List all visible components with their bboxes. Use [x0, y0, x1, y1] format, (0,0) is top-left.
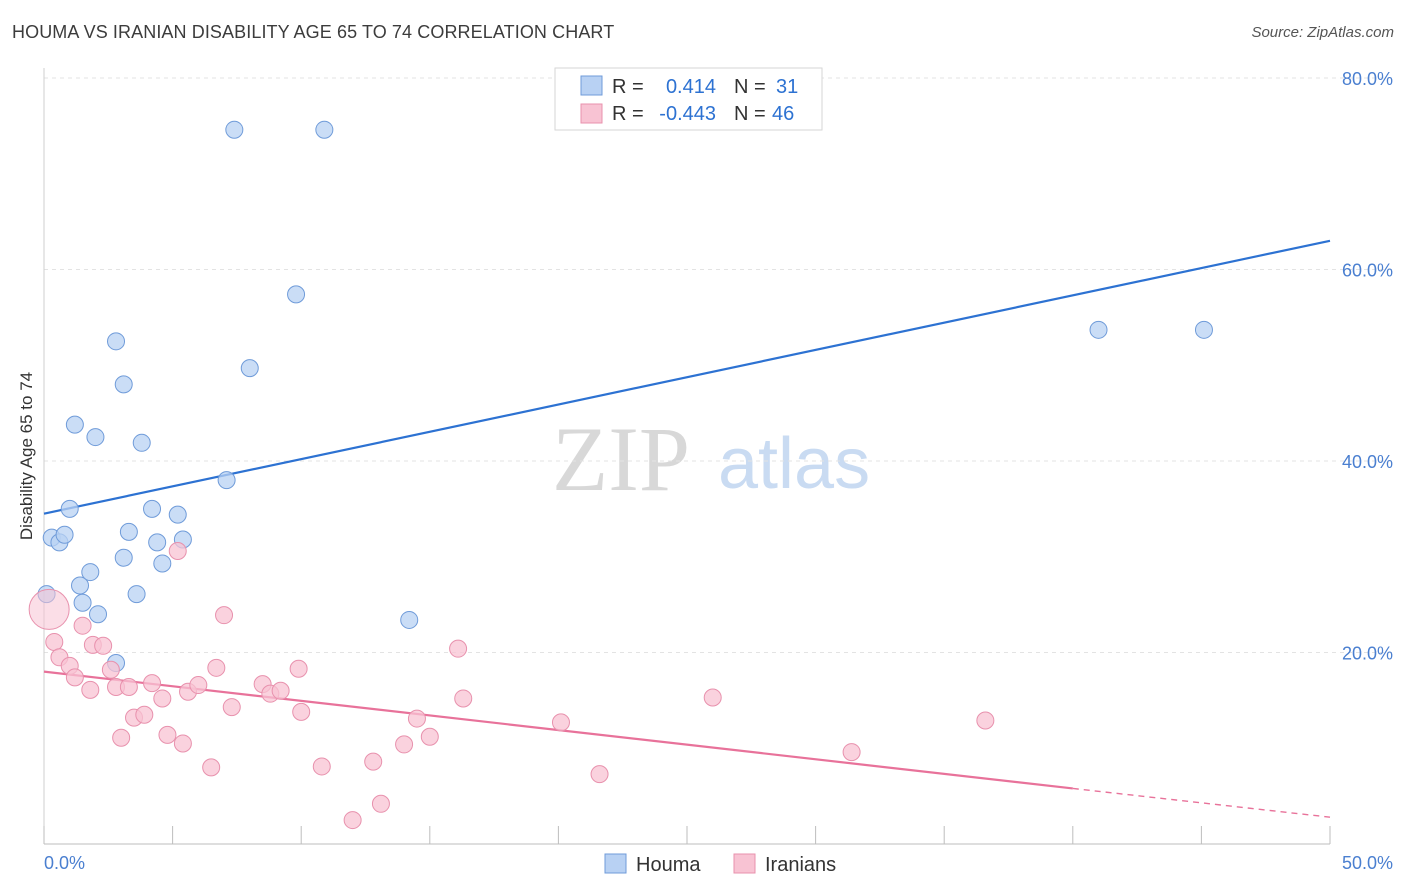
legend-houma-r-label: R = — [612, 76, 644, 98]
point-iranians — [202, 758, 221, 777]
point-houma — [73, 593, 92, 612]
point-iranians — [364, 752, 383, 771]
point-houma — [81, 563, 100, 582]
y-axis-title: Disability Age 65 to 74 — [17, 372, 36, 540]
point-houma — [148, 533, 167, 552]
point-iranians — [81, 680, 100, 699]
point-iranians — [135, 705, 154, 724]
legend-iranians-r-value: -0.443 — [659, 103, 716, 125]
point-houma — [168, 505, 187, 524]
point-iranians — [45, 632, 64, 651]
point-houma — [114, 375, 133, 394]
point-iranians — [551, 713, 570, 732]
point-houma — [119, 522, 138, 541]
point-houma — [225, 120, 244, 139]
point-iranians — [65, 668, 84, 687]
point-iranians — [312, 757, 331, 776]
point-houma — [107, 332, 126, 351]
y-tick-label: 20.0% — [1342, 644, 1393, 664]
watermark: ZIP atlas — [552, 408, 870, 510]
watermark-atlas: atlas — [718, 424, 870, 504]
y-tick-label: 60.0% — [1342, 261, 1393, 281]
point-iranians — [143, 674, 162, 693]
point-iranians — [215, 606, 234, 625]
series-legend: Houma Iranians — [604, 853, 836, 876]
point-iranians — [101, 660, 120, 679]
point-iranians — [395, 735, 414, 754]
point-iranians — [73, 616, 92, 635]
point-houma — [400, 610, 419, 629]
trend-lines — [43, 239, 1331, 818]
point-iranians — [343, 811, 362, 830]
point-houma — [55, 525, 74, 544]
trend-line-houma — [43, 239, 1331, 515]
bottom-legend-swatch-iranians — [733, 853, 756, 874]
correlation-legend: R = 0.414 N = 31 R = -0.443 N = 46 — [554, 67, 823, 131]
point-houma — [60, 499, 79, 518]
point-houma — [89, 605, 108, 624]
bottom-legend-swatch-houma — [604, 853, 627, 874]
chart-title: HOUMA VS IRANIAN DISABILITY AGE 65 TO 74… — [12, 22, 615, 42]
point-iranians — [407, 709, 426, 728]
point-iranians — [168, 542, 187, 561]
point-iranians — [271, 681, 290, 700]
point-iranians — [173, 734, 192, 753]
legend-iranians-n-value: 46 — [772, 103, 794, 125]
legend-swatch-houma — [580, 75, 603, 96]
y-tick-label: 80.0% — [1342, 69, 1393, 89]
point-iranians — [94, 636, 113, 655]
chart-source: Source: ZipAtlas.com — [1251, 24, 1394, 41]
point-houma — [114, 548, 133, 567]
point-houma — [65, 415, 84, 434]
axes — [43, 68, 1331, 845]
point-houma — [1194, 320, 1213, 339]
point-iranians — [449, 639, 468, 658]
bottom-legend-houma: Houma — [636, 854, 701, 876]
bottom-legend-iranians: Iranians — [765, 854, 836, 876]
point-iranians — [207, 658, 226, 677]
point-iranians — [371, 794, 390, 813]
point-houma — [217, 471, 236, 490]
point-iranians — [289, 659, 308, 678]
legend-iranians-r-label: R = — [612, 103, 644, 125]
y-tick-label: 40.0% — [1342, 452, 1393, 472]
point-iranians — [420, 727, 439, 746]
point-iranians — [590, 765, 609, 784]
x-tick-label-min: 0.0% — [44, 853, 85, 873]
point-iranians — [292, 702, 311, 721]
legend-houma-n-label: N = — [734, 76, 766, 98]
point-houma — [71, 576, 90, 595]
point-iranians — [158, 725, 177, 744]
point-houma — [287, 285, 306, 304]
point-iranians — [703, 688, 722, 707]
point-houma — [315, 120, 334, 139]
point-iranians — [112, 728, 131, 747]
point-iranians — [222, 698, 241, 717]
legend-houma-r-value: 0.414 — [666, 76, 716, 98]
data-points — [28, 120, 1213, 830]
point-iranians — [153, 689, 172, 708]
point-iranians — [189, 676, 208, 695]
point-houma — [143, 499, 162, 518]
legend-houma-n-value: 31 — [776, 76, 798, 98]
point-houma — [153, 554, 172, 573]
legend-iranians-n-label: N = — [734, 103, 766, 125]
point-houma — [1089, 320, 1108, 339]
point-iranians — [119, 677, 138, 696]
point-iranians — [28, 588, 70, 630]
point-iranians — [454, 689, 473, 708]
tick-labels: 20.0% 40.0% 60.0% 80.0% 0.0% 50.0% — [44, 69, 1393, 873]
gridlines — [44, 77, 1392, 653]
point-houma — [132, 433, 151, 452]
point-iranians — [976, 711, 995, 730]
trend-line-extension-iranians — [1072, 787, 1331, 818]
legend-swatch-iranians — [580, 103, 603, 124]
x-tick-label-max: 50.0% — [1342, 853, 1393, 873]
point-houma — [240, 359, 259, 378]
point-houma — [127, 585, 146, 604]
point-iranians — [842, 743, 861, 762]
watermark-zip: ZIP — [552, 408, 690, 510]
point-houma — [86, 428, 105, 447]
